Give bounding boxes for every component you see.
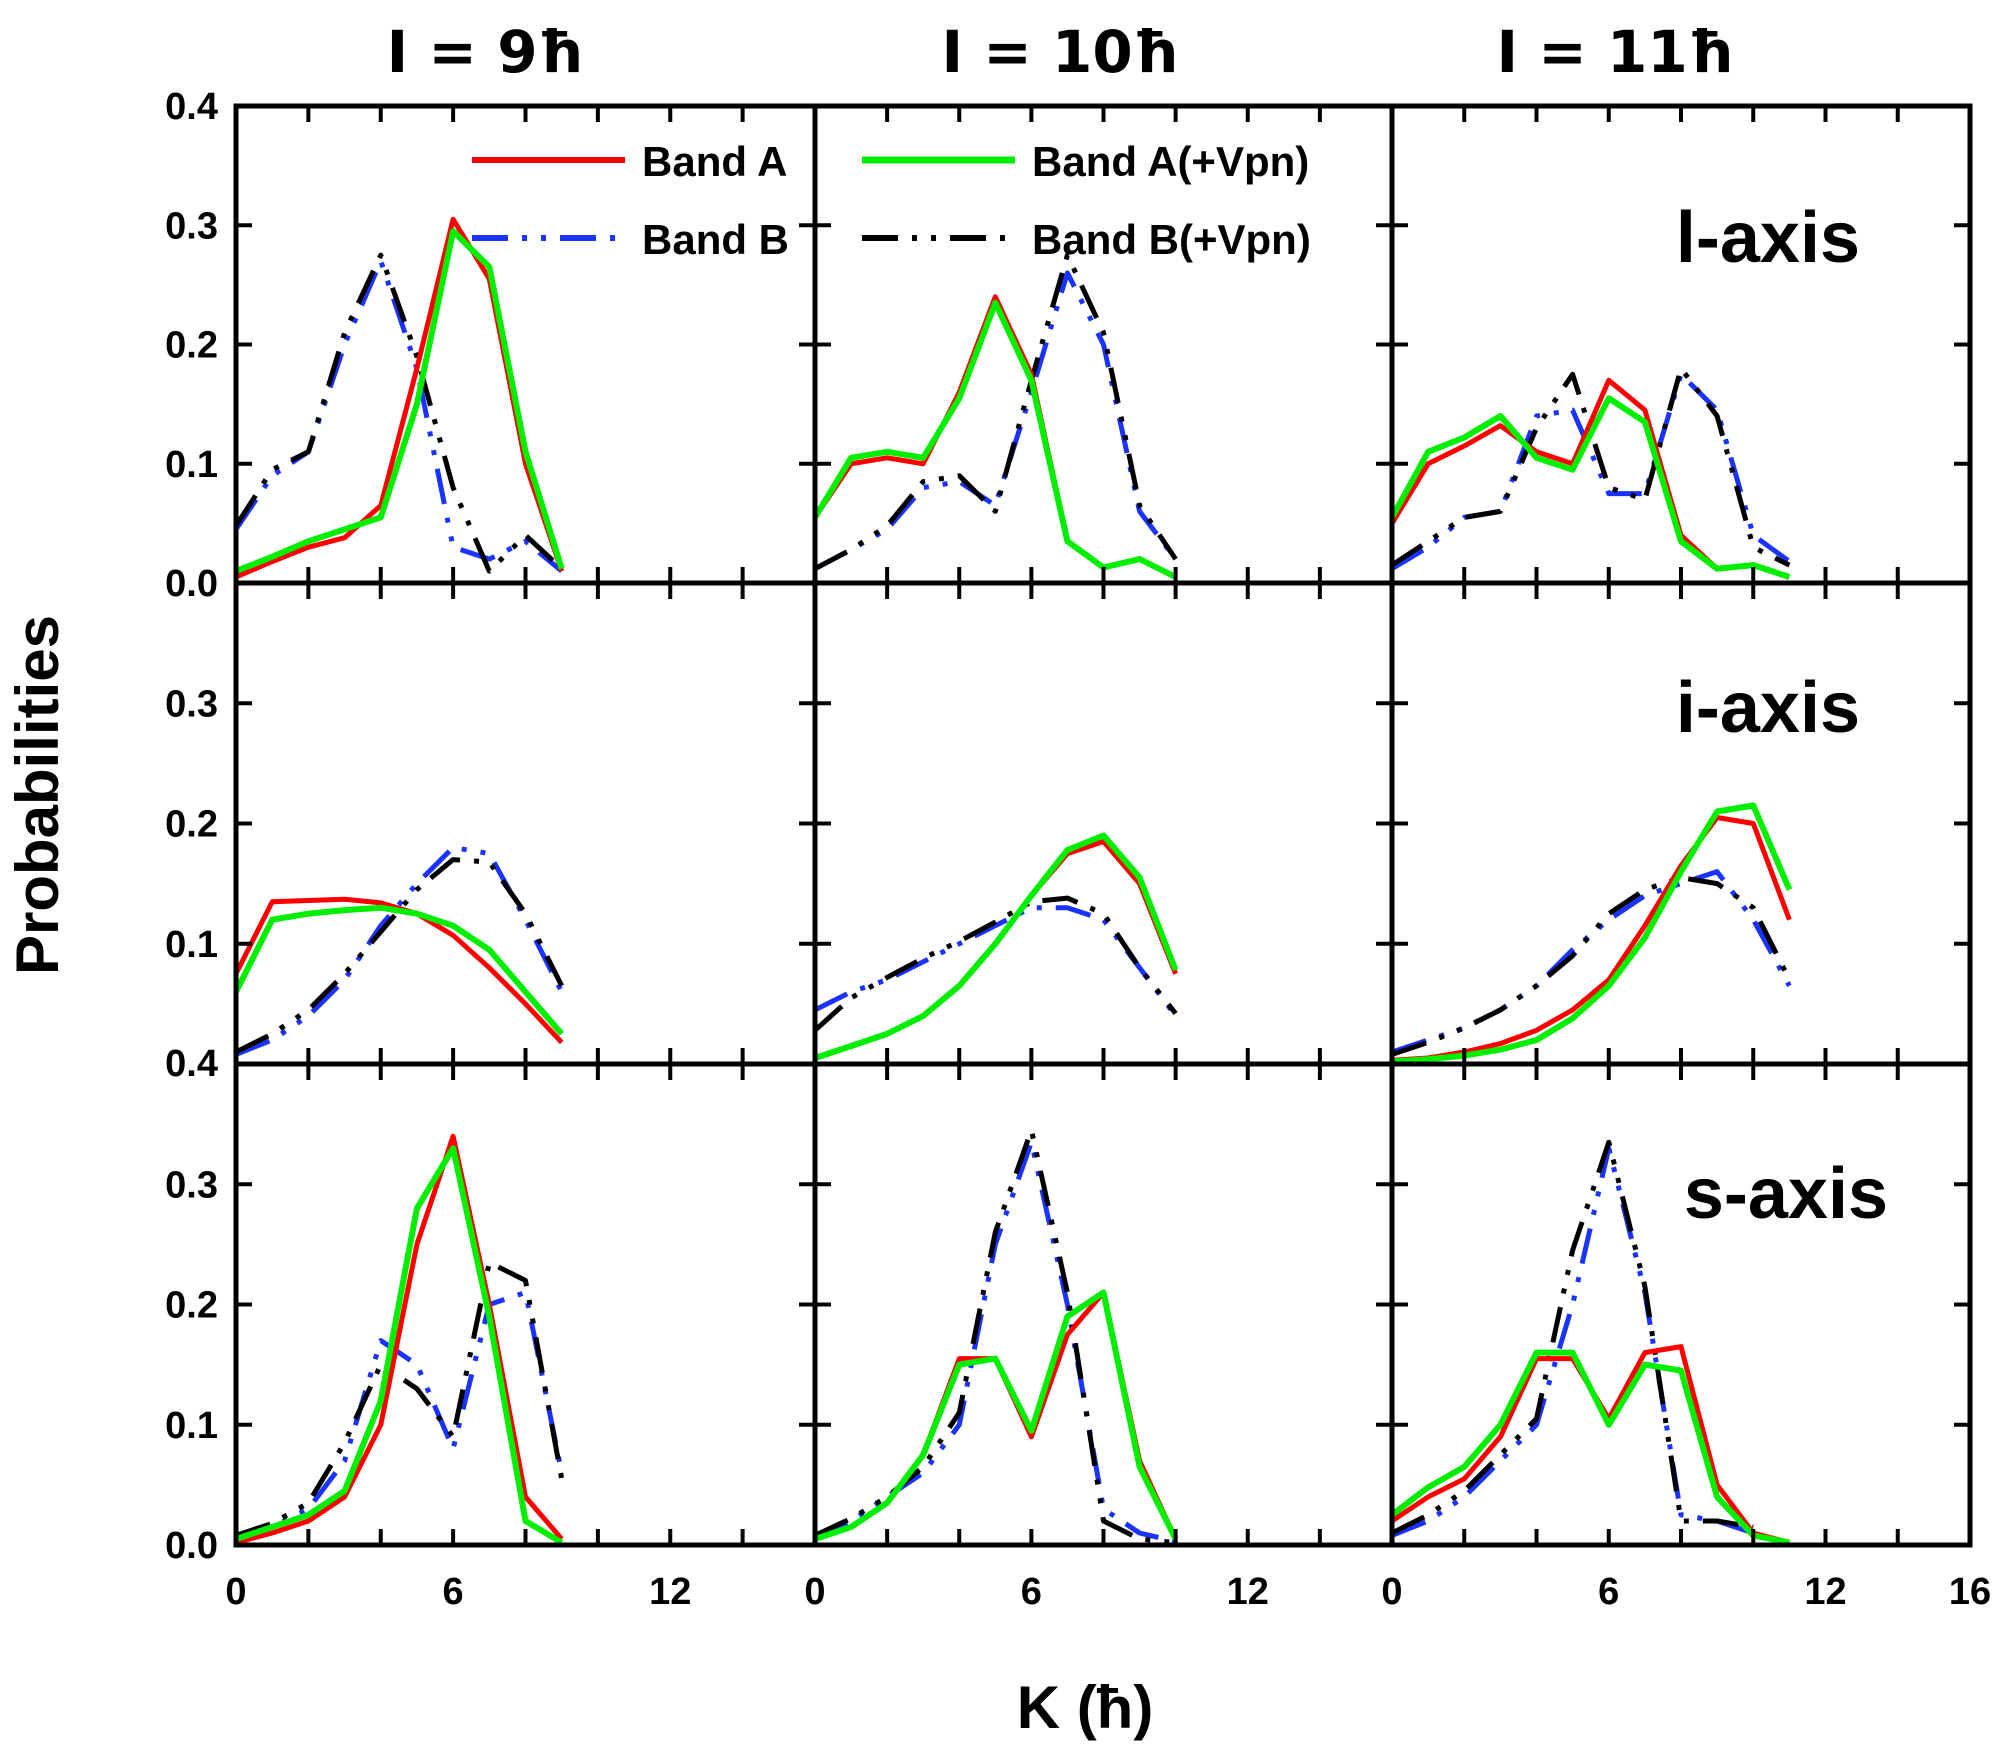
- series-band-a-vpn-r2-c0: [235, 1145, 564, 1546]
- series-band-a-r2-c0: [235, 1133, 564, 1546]
- y-tick-label: 0.1: [165, 1405, 218, 1447]
- tick-labels: 0.0 0.1 0.2 0.3 0.4 0.1 0.2 0.3 0.0 0.1 0.2 0.3 0.4 0…: [165, 86, 1991, 1613]
- y-tick-label: 0.3: [165, 1164, 218, 1206]
- y-tick-label: 0.0: [165, 1525, 218, 1567]
- series-band-b-vpn-r1-c2: [1391, 875, 1792, 1057]
- series-band-a-vpn-r1-c2: [1391, 802, 1793, 1065]
- series-band-b-vpn-r0-c1: [813, 252, 1178, 571]
- legend-label-band-b: Band B: [642, 216, 789, 263]
- x-tick-label: 12: [1227, 1571, 1269, 1613]
- series-band-a-r2-c1: [814, 1290, 1178, 1542]
- panel-r0-c2: [1389, 365, 1791, 580]
- row-labels: l-axis i-axis s-axis: [1676, 198, 1888, 1234]
- x-tick-label: 0: [225, 1571, 246, 1613]
- panel-r2-c2: [1390, 1139, 1791, 1546]
- y-tick-label: 0.4: [165, 1043, 218, 1085]
- column-titles: I = 9ħ I = 10ħ I = 11ħ: [387, 18, 1734, 86]
- panel-frames: 0.0 0.1 0.2 0.3 0.4 0.1 0.2 0.3 0.0 0.1 0.2 0.3 0.4 0…: [165, 86, 1991, 1613]
- legend-label-band-a: Band A: [642, 138, 787, 185]
- row-label-i-axis: i-axis: [1676, 668, 1860, 748]
- x-tick-label: 6: [1021, 1571, 1042, 1613]
- series-band-b-r2-c0: [235, 1290, 565, 1542]
- series-band-b-vpn-r2-c1: [813, 1127, 1176, 1546]
- y-axis-title: Probabilities: [4, 615, 71, 975]
- row-label-s-axis: s-axis: [1684, 1154, 1888, 1234]
- series-band-a-vpn-r1-c1: [814, 832, 1179, 1061]
- x-axis-title: K (ħ): [1017, 1674, 1154, 1741]
- series-band-a-r1-c1: [814, 839, 1178, 1061]
- column-title-i11: I = 11ħ: [1496, 18, 1733, 86]
- y-tick-label: 0.2: [165, 804, 218, 846]
- series-band-a-r0-c2: [1389, 377, 1791, 580]
- y-tick-label: 0.2: [165, 325, 218, 367]
- legend-label-band-a-vpn: Band A(+Vpn): [1032, 138, 1309, 185]
- x-tick-label: 12: [649, 1571, 691, 1613]
- series-band-a-vpn-r0-c2: [1389, 395, 1791, 580]
- panel-r1-c0: [233, 845, 564, 1057]
- series-band-a-vpn-r2-c2: [1390, 1349, 1790, 1546]
- y-tick-label: 0.0: [165, 563, 218, 605]
- panel-r1-c1: [813, 832, 1179, 1061]
- series-band-a-r1-c2: [1391, 815, 1792, 1063]
- row-label-l-axis: l-axis: [1676, 198, 1860, 278]
- series-band-b-vpn-r2-c2: [1390, 1139, 1754, 1536]
- panel-r2-c1: [813, 1127, 1179, 1546]
- column-title-i9: I = 9ħ: [387, 18, 584, 86]
- series-band-b-r1-c0: [235, 845, 564, 1057]
- column-title-i10: I = 10ħ: [941, 18, 1178, 86]
- panel-r0-c0: [233, 216, 565, 580]
- series-band-a-vpn-r2-c1: [814, 1289, 1179, 1542]
- series-band-a-vpn-r1-c0: [233, 904, 564, 1036]
- x-tick-label: 12: [1804, 1571, 1846, 1613]
- tick-marks: [236, 106, 1970, 1545]
- series-band-b-r0-c0: [233, 258, 564, 574]
- x-tick-label: 6: [443, 1571, 464, 1613]
- panel-r1-c2: [1391, 802, 1793, 1065]
- y-tick-label: 0.1: [165, 444, 218, 486]
- series-band-b-vpn-r0-c0: [233, 252, 564, 574]
- series-band-a-r1-c0: [233, 896, 564, 1045]
- series-band-a-vpn-r0-c1: [812, 299, 1177, 580]
- y-tick-label: 0.1: [165, 924, 218, 966]
- series-band-b-vpn-r1-c0: [234, 857, 564, 1055]
- panel-r2-c0: [235, 1133, 565, 1546]
- series-band-b-r0-c2: [1390, 371, 1791, 571]
- series-band-b-r1-c2: [1391, 869, 1792, 1055]
- y-tick-label: 0.3: [165, 205, 218, 247]
- x-tick-label: 16: [1949, 1571, 1991, 1613]
- legend: Band A Band B Band A(+Vpn) Band B(+Vpn): [472, 138, 1311, 263]
- x-tick-label: 0: [804, 1571, 825, 1613]
- y-tick-label: 0.2: [165, 1285, 218, 1327]
- x-tick-label: 0: [1381, 1571, 1402, 1613]
- series-band-b-r2-c1: [813, 1139, 1177, 1544]
- series-band-b-vpn-r1-c1: [813, 895, 1178, 1033]
- plot-layer: [233, 216, 1793, 1546]
- series-band-b-vpn-r2-c0: [235, 1259, 565, 1538]
- series-band-b-vpn-r0-c2: [1390, 365, 1791, 568]
- x-tick-label: 6: [1598, 1571, 1619, 1613]
- series-band-a-vpn-r0-c0: [234, 228, 565, 574]
- y-tick-label: 0.4: [165, 86, 218, 128]
- panel-r0-c1: [812, 252, 1178, 580]
- y-tick-label: 0.3: [165, 683, 218, 725]
- legend-label-band-b-vpn: Band B(+Vpn): [1032, 216, 1311, 263]
